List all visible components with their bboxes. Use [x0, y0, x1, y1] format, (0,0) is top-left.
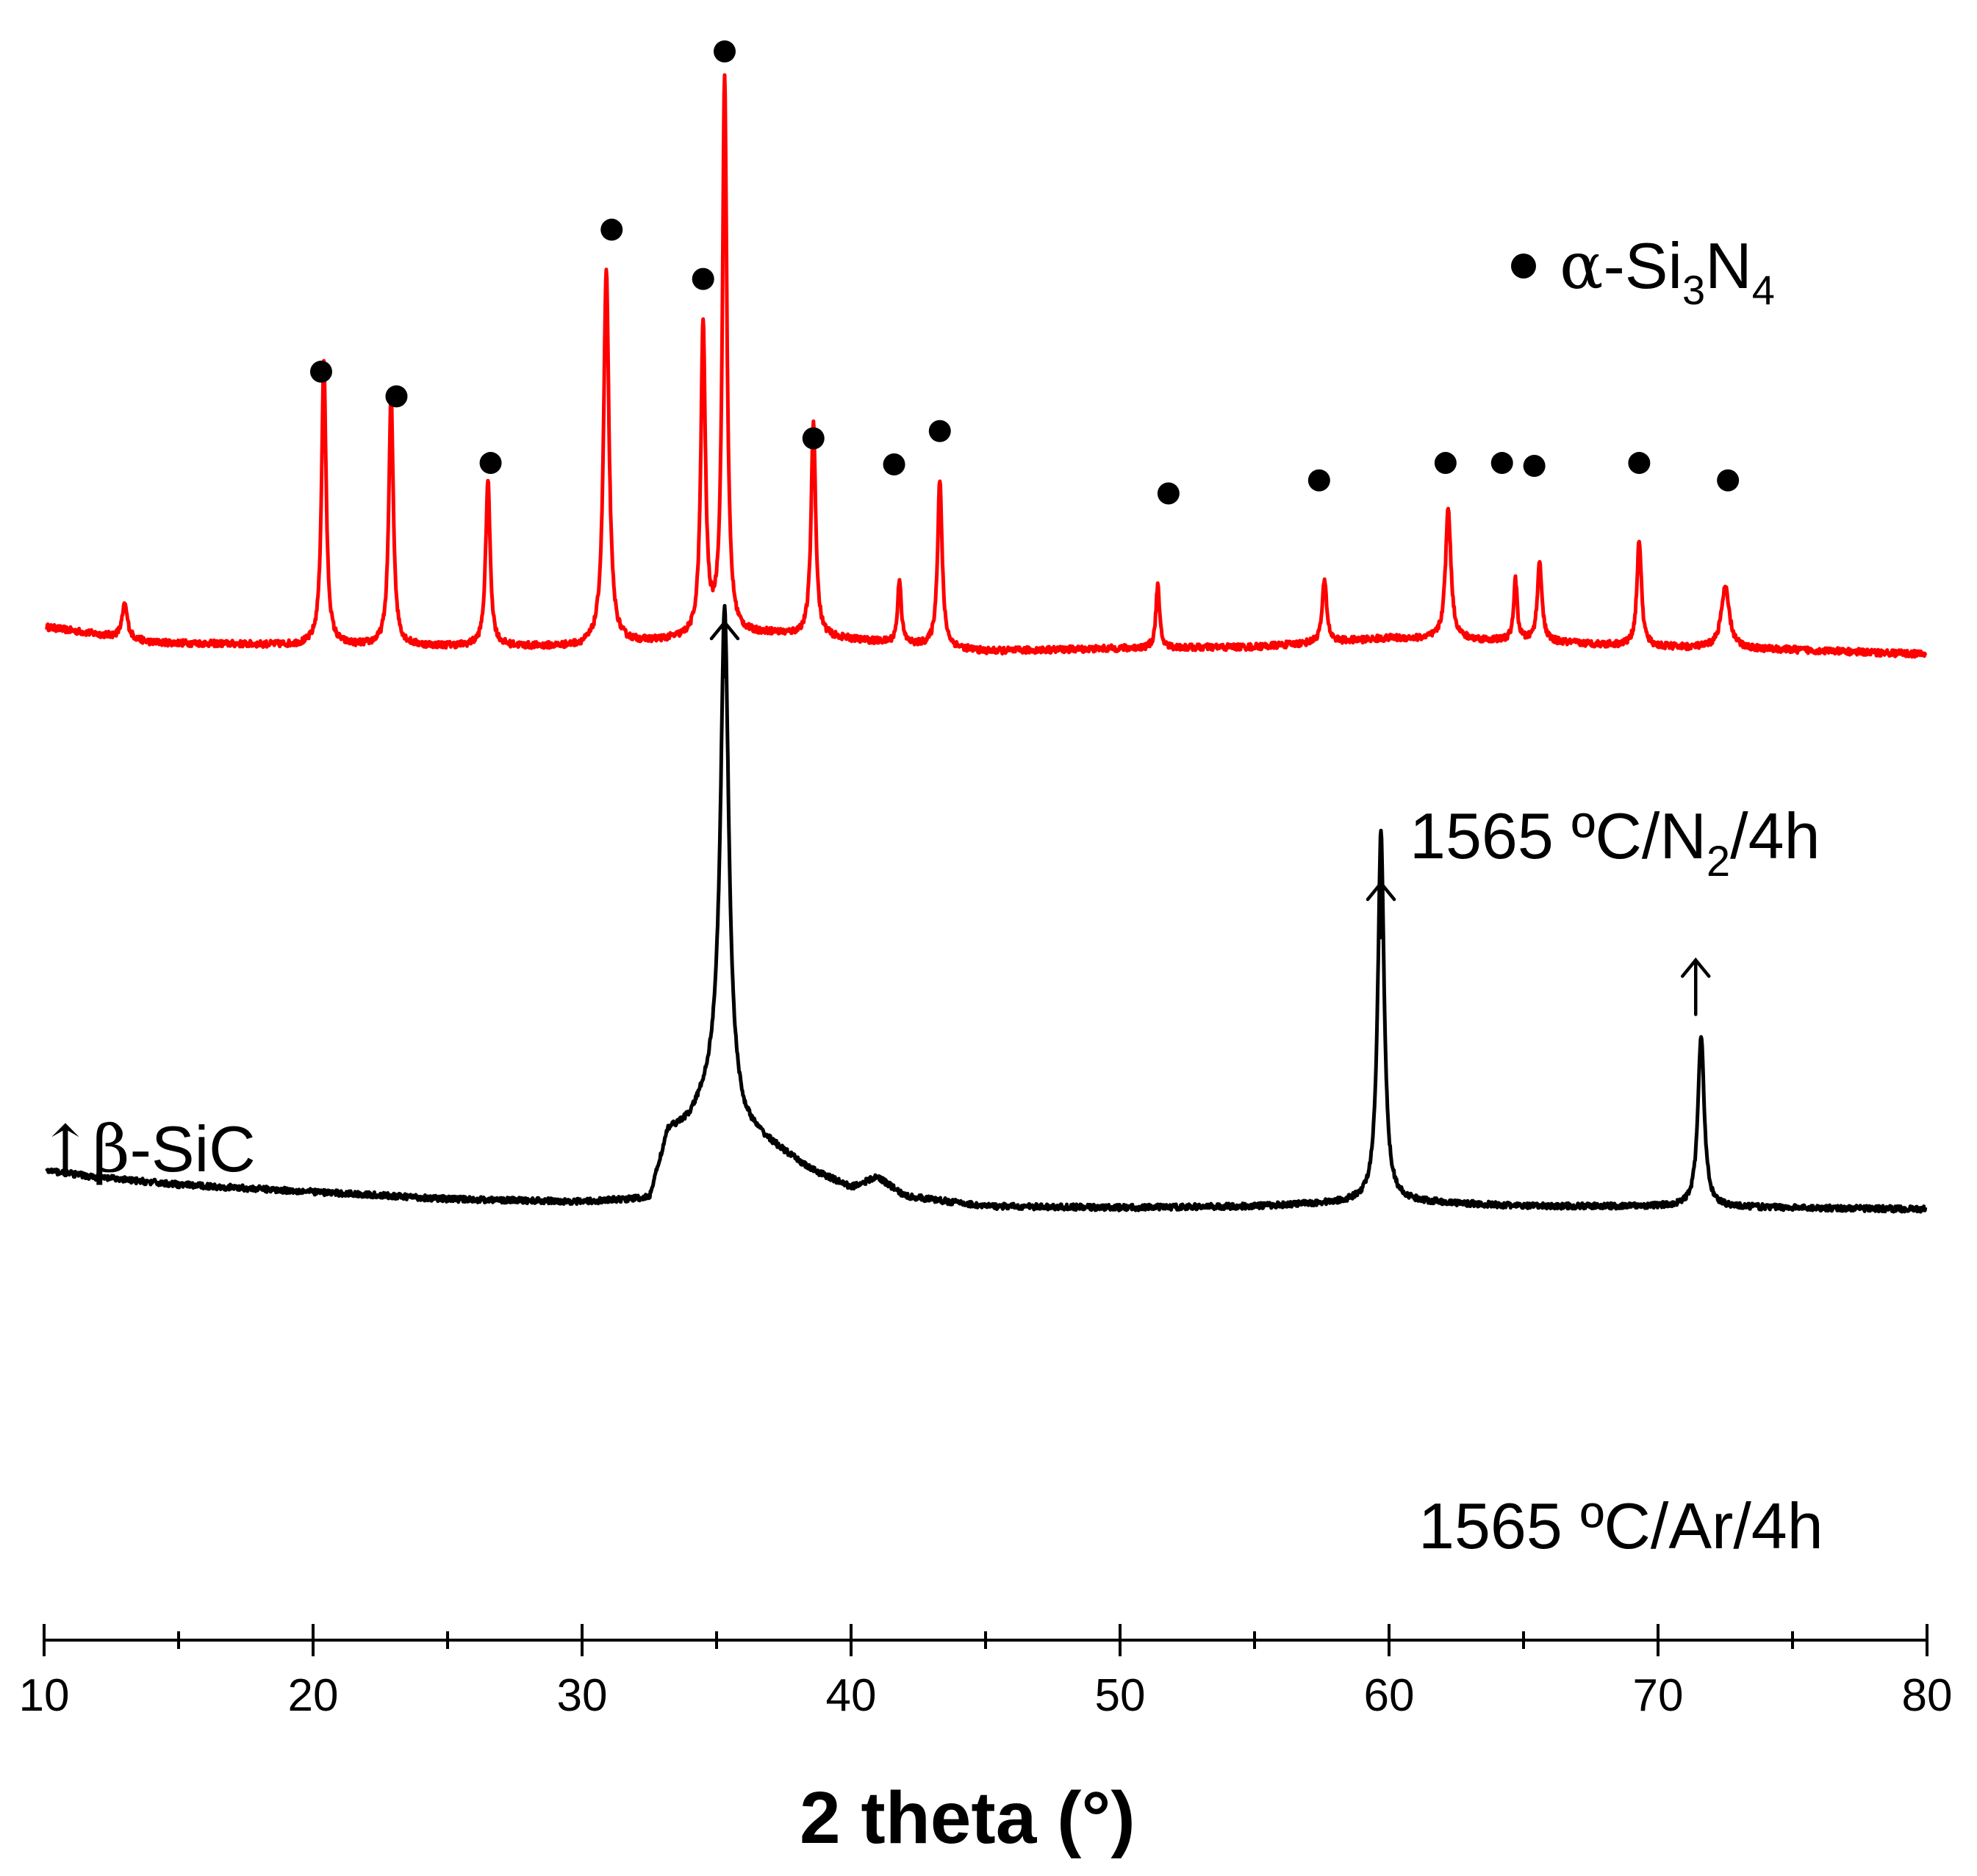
legend-alpha-si3n4: α-Si3N4 [1511, 228, 1775, 313]
alpha-si3n4-marker [928, 420, 951, 442]
beta-sic-arrow-marker [1680, 957, 1711, 1016]
alpha-si3n4-marker [1157, 482, 1180, 505]
series-label-ar: 1565 ºC/Ar/4h [1418, 1489, 1823, 1562]
alpha-si3n4-marker [1307, 469, 1330, 492]
x-tick-label: 80 [1902, 1670, 1953, 1721]
alpha-si3n4-marker [1523, 454, 1546, 477]
alpha-si3n4-marker [385, 385, 408, 408]
alpha-si3n4-marker [1490, 452, 1513, 475]
alpha-si3n4-marker [692, 267, 714, 290]
x-tick-label: 50 [1095, 1670, 1146, 1721]
alpha-si3n4-marker [802, 427, 825, 450]
alpha-si3n4-marker [1717, 469, 1740, 492]
legend-beta-label: ↑β-SiC [38, 1111, 256, 1187]
series-line-n2 [45, 73, 1928, 659]
legend-dot-marker [1511, 254, 1536, 278]
plot-area: 10 20 30 40 50 60 70 80 [19, 40, 1953, 1721]
x-tick-label: 60 [1364, 1670, 1415, 1721]
x-tick-label: 10 [19, 1670, 70, 1721]
x-tick-label: 40 [826, 1670, 877, 1721]
alpha-si3n4-marker [1628, 452, 1651, 475]
x-tick-label: 70 [1633, 1670, 1684, 1721]
alpha-si3n4-marker [1434, 452, 1457, 475]
alpha-si3n4-marker [309, 360, 332, 383]
x-axis-title: 2 theta (°) [800, 1777, 1135, 1859]
beta-sic-arrow-marker [709, 619, 740, 679]
x-tick-label: 20 [288, 1670, 339, 1721]
legend-beta-sic: ↑β-SiC [38, 1111, 256, 1187]
alpha-si3n4-marker [600, 218, 623, 241]
alpha-si3n4-marker [479, 452, 502, 475]
series-line-ar [45, 603, 1928, 1214]
series-label-n2: 1565 ºC/N2/4h [1410, 799, 1820, 885]
x-tick-label: 30 [557, 1670, 608, 1721]
alpha-si3n4-marker [883, 453, 905, 476]
beta-sic-arrow-marker [1366, 880, 1396, 940]
alpha-si3n4-marker [713, 40, 736, 62]
legend-alpha-label: α-Si3N4 [1560, 228, 1775, 313]
